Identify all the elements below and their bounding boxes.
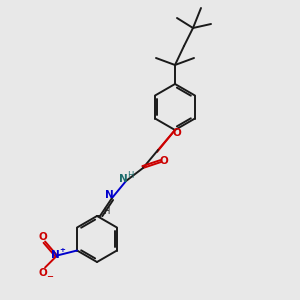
Text: H: H [127, 172, 133, 181]
Text: O: O [172, 128, 182, 138]
Text: N: N [118, 174, 127, 184]
Text: O: O [160, 156, 168, 166]
Text: N: N [105, 190, 113, 200]
Text: O: O [39, 268, 47, 278]
Text: −: − [46, 272, 54, 281]
Text: O: O [39, 232, 47, 242]
Text: N: N [51, 250, 59, 260]
Text: +: + [59, 247, 65, 253]
Text: H: H [103, 208, 109, 217]
